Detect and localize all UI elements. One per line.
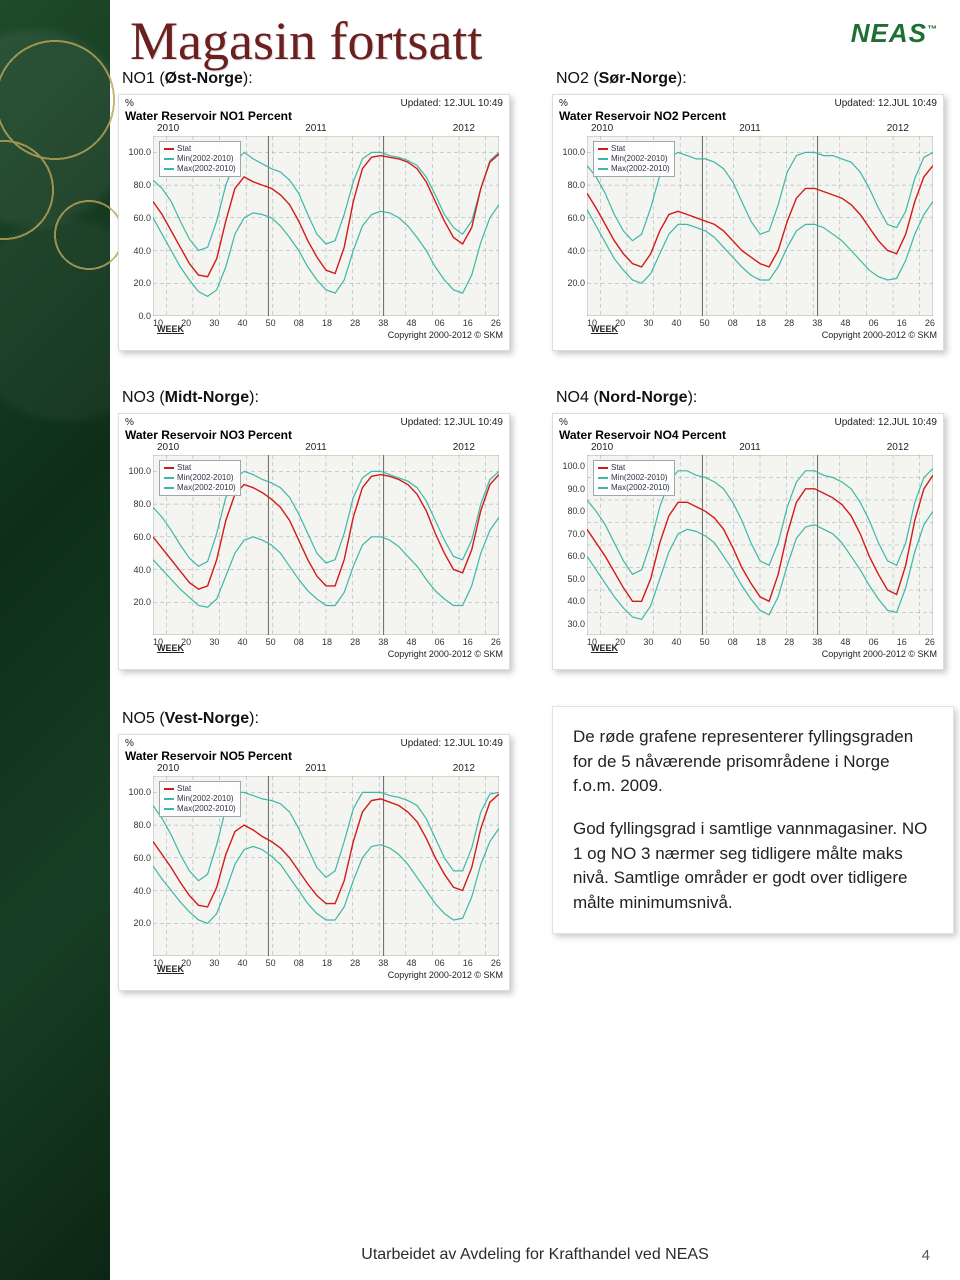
- label-suffix: ):: [249, 389, 259, 406]
- label-prefix: NO3 (: [122, 389, 165, 406]
- chart-legend: Stat Min(2002-2010) Max(2002-2010): [593, 141, 675, 177]
- chart-no5: % Updated: 12.JUL 10:49 Water Reservoir …: [118, 734, 510, 991]
- chart-no4: % Updated: 12.JUL 10:49 Water Reservoir …: [552, 413, 944, 670]
- label-suffix: ):: [249, 710, 259, 727]
- year-row: 201020112012: [553, 123, 943, 134]
- week-label: WEEK: [591, 643, 618, 653]
- week-label: WEEK: [157, 643, 184, 653]
- chart-legend: Stat Min(2002-2010) Max(2002-2010): [159, 141, 241, 177]
- slide-content: Magasin fortsatt NO1 (Øst-Norge): % Upda…: [110, 0, 960, 1280]
- label-no5: NO5 (Vest-Norge):: [122, 710, 526, 728]
- percent-label: %: [125, 738, 134, 749]
- label-bold: Sør-Norge: [599, 70, 677, 87]
- percent-label: %: [125, 98, 134, 109]
- label-no3: NO3 (Midt-Norge):: [122, 389, 526, 407]
- year-row: 201020112012: [119, 763, 509, 774]
- page-title: Magasin fortsatt: [130, 10, 960, 72]
- label-suffix: ):: [243, 70, 253, 87]
- chart-title: Water Reservoir NO5 Percent: [119, 749, 509, 763]
- updated-label: Updated: 12.JUL 10:49: [835, 417, 937, 428]
- year-row: 201020112012: [553, 442, 943, 453]
- label-suffix: ):: [688, 389, 698, 406]
- year-row: 201020112012: [119, 442, 509, 453]
- label-bold: Midt-Norge: [165, 389, 249, 406]
- chart-no3: % Updated: 12.JUL 10:49 Water Reservoir …: [118, 413, 510, 670]
- updated-label: Updated: 12.JUL 10:49: [401, 738, 503, 749]
- updated-label: Updated: 12.JUL 10:49: [401, 98, 503, 109]
- label-prefix: NO5 (: [122, 710, 165, 727]
- footer-text: Utarbeidet av Avdeling for Krafthandel v…: [110, 1246, 960, 1264]
- label-no4: NO4 (Nord-Norge):: [556, 389, 960, 407]
- week-label: WEEK: [157, 324, 184, 334]
- label-prefix: NO1 (: [122, 70, 165, 87]
- chart-no1: % Updated: 12.JUL 10:49 Water Reservoir …: [118, 94, 510, 351]
- chart-legend: Stat Min(2002-2010) Max(2002-2010): [159, 781, 241, 817]
- year-row: 201020112012: [119, 123, 509, 134]
- week-label: WEEK: [591, 324, 618, 334]
- percent-label: %: [559, 98, 568, 109]
- chart-title: Water Reservoir NO1 Percent: [119, 109, 509, 123]
- chart-legend: Stat Min(2002-2010) Max(2002-2010): [159, 460, 241, 496]
- updated-label: Updated: 12.JUL 10:49: [835, 98, 937, 109]
- label-bold: Øst-Norge: [165, 70, 243, 87]
- label-bold: Vest-Norge: [165, 710, 249, 727]
- page-number: 4: [922, 1247, 930, 1264]
- chart-no2: % Updated: 12.JUL 10:49 Water Reservoir …: [552, 94, 944, 351]
- chart-title: Water Reservoir NO2 Percent: [553, 109, 943, 123]
- description-box: De røde grafene representerer fyllingsgr…: [552, 706, 954, 934]
- label-bold: Nord-Norge: [599, 389, 688, 406]
- description-p2: God fyllingsgrad i samtlige vannmagasine…: [573, 817, 933, 916]
- chart-title: Water Reservoir NO4 Percent: [553, 428, 943, 442]
- updated-label: Updated: 12.JUL 10:49: [401, 417, 503, 428]
- label-no1: NO1 (Øst-Norge):: [122, 70, 526, 88]
- label-no2: NO2 (Sør-Norge):: [556, 70, 960, 88]
- percent-label: %: [125, 417, 134, 428]
- percent-label: %: [559, 417, 568, 428]
- label-prefix: NO2 (: [556, 70, 599, 87]
- chart-legend: Stat Min(2002-2010) Max(2002-2010): [593, 460, 675, 496]
- week-label: WEEK: [157, 964, 184, 974]
- decorative-sidebar: [0, 0, 110, 1280]
- label-prefix: NO4 (: [556, 389, 599, 406]
- chart-title: Water Reservoir NO3 Percent: [119, 428, 509, 442]
- description-p1: De røde grafene representerer fyllingsgr…: [573, 725, 933, 799]
- label-suffix: ):: [677, 70, 687, 87]
